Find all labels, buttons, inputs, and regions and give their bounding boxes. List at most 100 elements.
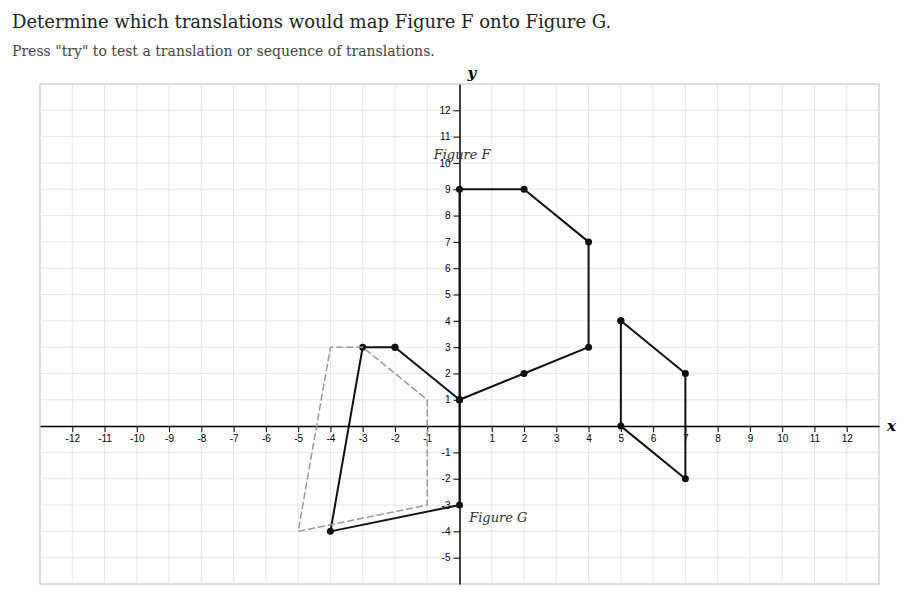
tick-mark [589, 426, 590, 432]
point [521, 370, 528, 377]
series-line [298, 347, 427, 531]
point [585, 238, 592, 245]
tick-mark [454, 558, 460, 559]
tick: 3 [554, 426, 560, 444]
title: Determine which translations would map F… [12, 11, 611, 32]
tick-label: 8 [715, 433, 721, 444]
tick: -7 [230, 426, 239, 444]
tick: -5 [294, 426, 303, 444]
grid-line [556, 84, 557, 584]
tick: -3 [359, 426, 368, 444]
tick-label: -5 [294, 433, 303, 444]
grid-line [265, 84, 266, 584]
grid [40, 84, 879, 584]
point [391, 344, 398, 351]
tick: 11 [810, 426, 821, 444]
tick-label: -2 [391, 433, 400, 444]
grid-line [782, 84, 783, 584]
tick-label: -7 [230, 433, 239, 444]
tick-label: -10 [130, 433, 145, 444]
tick-mark [718, 426, 719, 432]
tick: 1 [489, 426, 495, 444]
tick: -9 [165, 426, 174, 444]
grid-line [814, 84, 815, 584]
tick-mark [72, 426, 73, 432]
tick-mark [234, 426, 235, 432]
tick-label: 9 [445, 184, 451, 195]
y-axis-label: y [467, 64, 478, 82]
tick: 9 [748, 426, 754, 444]
tick-mark [298, 426, 299, 432]
tick-label: -5 [442, 552, 451, 563]
tick-mark [847, 426, 848, 432]
tick: 3 [445, 342, 460, 353]
tick-label: 4 [445, 316, 451, 327]
grid-line [169, 84, 170, 584]
tick-mark [782, 426, 783, 432]
tick-label: 7 [445, 237, 451, 248]
tick-mark [137, 426, 138, 432]
point [617, 317, 624, 324]
tick-label: -9 [165, 433, 174, 444]
point [391, 344, 398, 351]
series-line [460, 189, 589, 400]
tick-mark [750, 426, 751, 432]
tick-label: 2 [445, 368, 451, 379]
grid-line [233, 84, 234, 584]
tick-mark [454, 110, 460, 111]
tick: 2 [445, 368, 460, 379]
point [617, 317, 624, 324]
grid-line [362, 84, 363, 584]
tick-mark [524, 426, 525, 432]
tick: -1 [442, 447, 460, 458]
tick-label: 5 [445, 289, 451, 300]
grid-line [104, 84, 105, 584]
tick-label: 12 [439, 105, 451, 116]
tick: 2 [522, 426, 528, 444]
point [327, 528, 334, 535]
tick-mark [653, 426, 654, 432]
tick-mark [363, 426, 364, 432]
tick: -12 [66, 426, 81, 444]
tick-mark [395, 426, 396, 432]
tick-label: -4 [326, 433, 335, 444]
grid-line [330, 84, 331, 584]
tick-label: 5 [619, 433, 625, 444]
tick-mark [169, 426, 170, 432]
grid-line [201, 84, 202, 584]
tick: 12 [842, 426, 854, 444]
tick: -5 [442, 552, 460, 563]
series-line [330, 347, 459, 531]
grid-line [394, 84, 395, 584]
point [456, 502, 463, 509]
tick-label: -2 [442, 473, 451, 484]
tick-mark [266, 426, 267, 432]
subtitle: Press "try" to test a translation or seq… [12, 43, 435, 59]
tick-mark [556, 426, 557, 432]
tick: 4 [445, 316, 460, 327]
tick-label: 6 [445, 263, 451, 274]
point [456, 396, 463, 403]
tick: 7 [445, 237, 460, 248]
plot-frame [40, 84, 879, 584]
point [682, 475, 689, 482]
tick: -8 [197, 426, 206, 444]
tick-mark [105, 426, 106, 432]
tick: -2 [391, 426, 400, 444]
tick: -4 [442, 526, 460, 537]
marks [298, 186, 689, 535]
tick: 6 [445, 263, 460, 274]
tick: 11 [440, 131, 459, 142]
tick-label: 12 [842, 433, 854, 444]
grid-line [298, 84, 299, 584]
annotation: Figure G [468, 510, 527, 525]
tick-mark [330, 426, 331, 432]
tick: 12 [439, 105, 459, 116]
grid-line [427, 84, 428, 584]
tick-mark [201, 426, 202, 432]
series-line [621, 321, 686, 479]
annotation: Figure F [433, 147, 492, 162]
tick-label: 8 [445, 210, 451, 221]
grid-line [72, 84, 73, 584]
grid-line [685, 84, 686, 584]
